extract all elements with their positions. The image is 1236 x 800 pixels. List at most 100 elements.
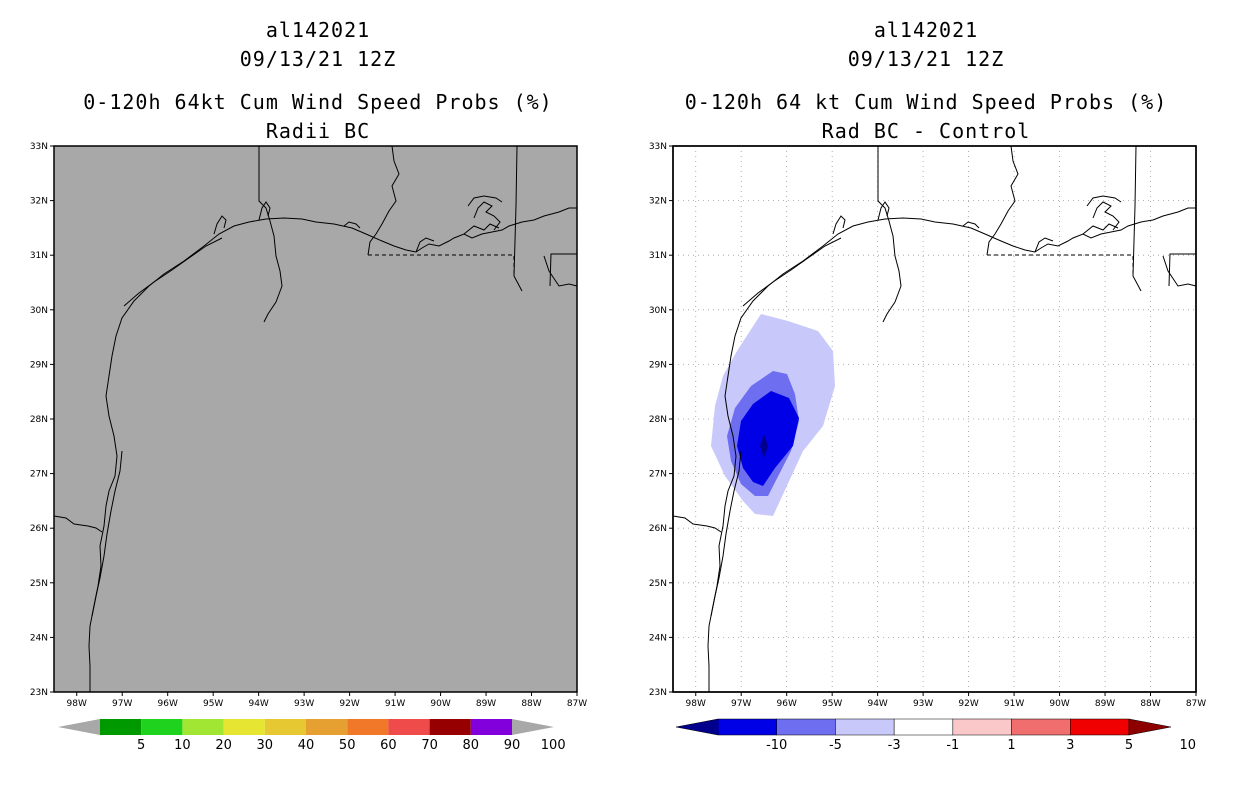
lon-tick-label: 87W xyxy=(1186,699,1206,709)
colorbar-swatch xyxy=(100,719,142,735)
lon-tick-label: 89W xyxy=(1095,699,1115,709)
lon-tick-label: 91W xyxy=(385,699,405,709)
lat-tick-label: 33N xyxy=(30,142,48,152)
colorbar-swatch xyxy=(1070,718,1130,736)
colorbar-label: 100 xyxy=(541,738,566,753)
lon-tick-label: 92W xyxy=(958,699,978,709)
right-axes: 33N 32N 31N 30N 29N 28N 27N 26N 25N 24N 23N 98W 97W 9… xyxy=(649,142,1206,709)
lon-tick-label: 98W xyxy=(686,699,706,709)
colorbar-label: 60 xyxy=(380,738,397,753)
lon-tick-label: 97W xyxy=(731,699,751,709)
colorbar-swatch xyxy=(306,719,348,735)
lon-tick-label: 88W xyxy=(521,699,541,709)
lat-tick-label: 24N xyxy=(30,633,48,643)
lon-tick-label: 95W xyxy=(822,699,842,709)
right-colorbar: -10 -5 -3 -1 1 3 5 10 xyxy=(675,718,1196,753)
lat-tick-label: 29N xyxy=(30,360,48,370)
lat-tick-label: 31N xyxy=(649,251,667,261)
colorbar-label: 10 xyxy=(1179,738,1196,753)
colorbar-label: -10 xyxy=(766,738,787,753)
lon-tick-label: 94W xyxy=(867,699,887,709)
left-axes: 33N 32N 31N 30N 29N 28N 27N 26N 25N 24N 23N 98W 97W 9… xyxy=(30,142,587,709)
colorbar-label: -5 xyxy=(829,738,842,753)
lon-tick-label: 93W xyxy=(913,699,933,709)
colorbar-label: 20 xyxy=(215,738,232,753)
lat-tick-label: 29N xyxy=(649,360,667,370)
left-colorbar: 5 10 20 30 40 50 60 70 80 90 100 xyxy=(58,719,566,753)
colorbar-swatch xyxy=(141,719,183,735)
lon-tick-label: 96W xyxy=(158,699,178,709)
lon-tick-label: 94W xyxy=(248,699,268,709)
right-datetime: 09/13/21 12Z xyxy=(847,47,1005,71)
lat-tick-label: 27N xyxy=(649,470,667,480)
colorbar-label: 10 xyxy=(174,738,191,753)
lat-tick-label: 25N xyxy=(649,579,667,589)
lon-tick-label: 93W xyxy=(294,699,314,709)
lat-tick-label: 28N xyxy=(30,415,48,425)
colorbar-label: 30 xyxy=(257,738,274,753)
lon-tick-label: 88W xyxy=(1140,699,1160,709)
lat-tick-label: 28N xyxy=(649,415,667,425)
colorbar-swatch xyxy=(470,719,512,735)
left-product-title: 0-120h 64kt Cum Wind Speed Probs (%) xyxy=(83,90,553,114)
lon-tick-label: 91W xyxy=(1004,699,1024,709)
left-datetime: 09/13/21 12Z xyxy=(239,47,397,71)
right-subtitle: Rad BC - Control xyxy=(821,119,1031,143)
colorbar-swatch xyxy=(717,718,777,736)
colorbar-swatch xyxy=(347,719,389,735)
lon-tick-label: 87W xyxy=(567,699,587,709)
lat-tick-label: 32N xyxy=(649,197,667,207)
lat-tick-label: 30N xyxy=(30,306,48,316)
colorbar-swatch xyxy=(264,719,306,735)
lat-tick-label: 26N xyxy=(30,524,48,534)
colorbar-label: 50 xyxy=(339,738,356,753)
lat-tick-label: 23N xyxy=(30,688,48,698)
colorbar-right-arrow xyxy=(1128,718,1172,736)
lat-tick-label: 25N xyxy=(30,579,48,589)
colorbar-label: -1 xyxy=(946,738,959,753)
contour-minus-5 xyxy=(737,391,799,486)
colorbar-swatch xyxy=(182,719,224,735)
colorbar-right-arrow xyxy=(512,719,554,735)
lon-tick-label: 89W xyxy=(476,699,496,709)
colorbar-label: 80 xyxy=(463,738,480,753)
colorbar-label: 1 xyxy=(1007,738,1015,753)
left-map-panel xyxy=(53,145,578,693)
colorbar-label: 3 xyxy=(1066,738,1074,753)
colorbar-swatch xyxy=(388,719,430,735)
lat-tick-label: 30N xyxy=(649,306,667,316)
colorbar-label: 5 xyxy=(137,738,145,753)
colorbar-swatch xyxy=(893,718,954,736)
colorbar-swatch xyxy=(1011,718,1071,736)
lat-tick-label: 26N xyxy=(649,524,667,534)
lon-tick-label: 90W xyxy=(430,699,450,709)
lat-tick-label: 27N xyxy=(30,470,48,480)
contour-minus-10 xyxy=(760,434,768,458)
lon-tick-label: 95W xyxy=(203,699,223,709)
colorbar-label: 5 xyxy=(1125,738,1133,753)
right-map-panel xyxy=(672,145,1197,693)
lat-tick-label: 32N xyxy=(30,197,48,207)
colorbar-swatch xyxy=(429,719,471,735)
left-map-frame xyxy=(53,145,578,693)
right-product-title: 0-120h 64 kt Cum Wind Speed Probs (%) xyxy=(684,90,1168,114)
colorbar-label: -3 xyxy=(888,738,901,753)
lon-tick-label: 97W xyxy=(112,699,132,709)
colorbar-label: 40 xyxy=(298,738,315,753)
lat-tick-label: 33N xyxy=(649,142,667,152)
lon-tick-label: 90W xyxy=(1049,699,1069,709)
colorbar-left-arrow xyxy=(58,719,100,735)
lon-tick-label: 98W xyxy=(67,699,87,709)
lat-tick-label: 23N xyxy=(649,688,667,698)
colorbar-swatch xyxy=(835,718,895,736)
lat-tick-label: 31N xyxy=(30,251,48,261)
colorbar-swatch xyxy=(223,719,265,735)
right-storm-id: al142021 xyxy=(873,18,979,42)
lat-tick-label: 24N xyxy=(649,633,667,643)
left-storm-id: al142021 xyxy=(265,18,371,42)
colorbar-swatch xyxy=(776,718,836,736)
lon-tick-label: 92W xyxy=(339,699,359,709)
left-subtitle: Radii BC xyxy=(265,119,371,143)
colorbar-left-arrow xyxy=(675,718,719,736)
